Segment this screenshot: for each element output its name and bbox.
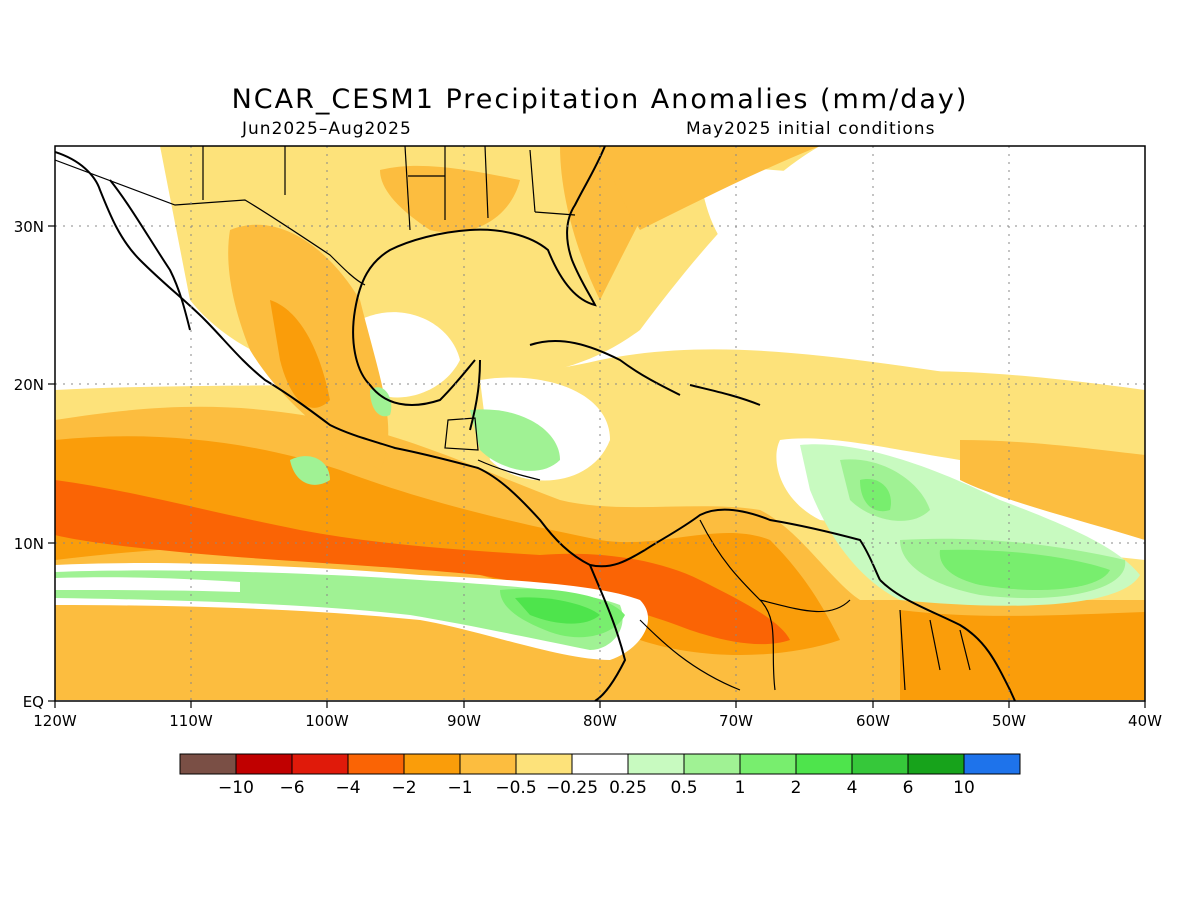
- x-tick-label: 70W: [719, 712, 753, 730]
- colorbar-swatch: [235, 753, 293, 775]
- colorbar-label: 0.25: [609, 778, 647, 798]
- colorbar-swatch: [179, 753, 237, 775]
- y-tick-label: EQ: [23, 693, 44, 711]
- colorbar-label: −1: [447, 778, 472, 798]
- coastlines: [55, 146, 1016, 701]
- colorbar-label: 6: [903, 778, 914, 798]
- x-tick-label: 80W: [583, 712, 617, 730]
- colorbar-swatch: [571, 753, 629, 775]
- colorbar-label: −4: [335, 778, 360, 798]
- colorbar-label: 2: [791, 778, 802, 798]
- forecast-period: Jun2025–Aug2025: [242, 119, 412, 139]
- colorbar-swatch: [739, 753, 797, 775]
- colorbar-swatch: [403, 753, 461, 775]
- anomaly-field: [55, 146, 1145, 701]
- chart-title: NCAR_CESM1 Precipitation Anomalies (mm/d…: [231, 84, 969, 115]
- colorbar-label: 4: [847, 778, 858, 798]
- y-tick-label: 30N: [14, 218, 44, 236]
- initial-conditions: May2025 initial conditions: [686, 119, 936, 139]
- colorbar-swatch: [963, 753, 1021, 775]
- colorbar-swatch: [459, 753, 517, 775]
- colorbar-swatch: [627, 753, 685, 775]
- colorbar-label: −0.25: [546, 778, 598, 798]
- x-tick-label: 90W: [447, 712, 481, 730]
- colorbar-swatch: [291, 753, 349, 775]
- colorbar-swatch: [683, 753, 741, 775]
- colorbar-swatch: [795, 753, 853, 775]
- tick-marks: [48, 225, 1146, 708]
- x-tick-label: 110W: [169, 712, 213, 730]
- x-tick-label: 100W: [305, 712, 349, 730]
- colorbar-label: −6: [279, 778, 304, 798]
- colorbar-label: 10: [953, 778, 975, 798]
- y-tick-label: 20N: [14, 376, 44, 394]
- colorbar-label: 0.5: [670, 778, 697, 798]
- y-tick-label: 10N: [14, 535, 44, 553]
- colorbar: −10 −6 −4 −2 −1 −0.5 −0.25 0.25 0.5 1 2 4 6 10: [179, 753, 1021, 798]
- political-borders: [55, 146, 971, 691]
- colorbar-swatch: [515, 753, 573, 775]
- colorbar-label: −10: [218, 778, 254, 798]
- x-tick-label: 50W: [992, 712, 1026, 730]
- colorbar-label: 1: [735, 778, 746, 798]
- x-tick-label: 120W: [33, 712, 77, 730]
- colorbar-swatch: [907, 753, 965, 775]
- colorbar-swatch: [347, 753, 405, 775]
- gridlines: [55, 146, 1145, 701]
- x-tick-label: 60W: [856, 712, 890, 730]
- colorbar-label: −2: [391, 778, 416, 798]
- x-tick-label: 40W: [1128, 712, 1162, 730]
- colorbar-swatch: [851, 753, 909, 775]
- colorbar-label: −0.5: [495, 778, 536, 798]
